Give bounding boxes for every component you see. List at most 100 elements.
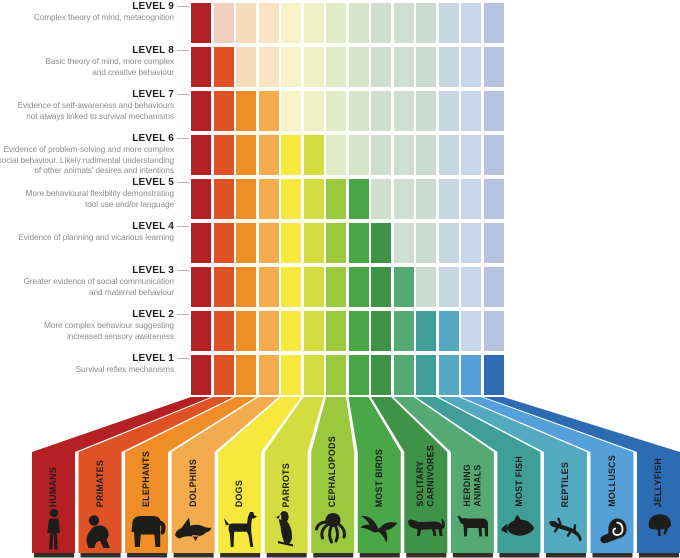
human-icon: [46, 508, 60, 550]
grid-cell: [461, 179, 481, 219]
grid-cell: [281, 179, 301, 219]
grid-cell: [483, 355, 504, 395]
baseline-strip: [266, 553, 307, 558]
level-heading: LEVEL 1: [132, 353, 174, 364]
grid-cell: [483, 311, 504, 351]
flow-band: [348, 397, 401, 553]
animal-label-text: HUMANS: [48, 466, 59, 507]
level-description: More behavioural flexibility demonstrati…: [25, 188, 175, 209]
baseline-strip: [452, 553, 493, 558]
grid-cell: [236, 179, 256, 219]
grid-cell: [326, 3, 346, 43]
grid-cell: [236, 3, 256, 43]
grid-cell: [461, 311, 481, 351]
grid-cell: [191, 355, 211, 395]
grid-cell: [258, 311, 279, 351]
flow-band: [311, 397, 355, 553]
flow-band: [171, 397, 279, 553]
baseline-strip: [313, 553, 354, 558]
grid-cell: [348, 179, 369, 219]
level-description: Basic theory of mind, more complex and c…: [45, 56, 175, 77]
level-heading: LEVEL 4: [132, 221, 174, 232]
grid-cell: [191, 47, 211, 87]
level-label-block: LEVEL 3 Greater evidence of social commun…: [0, 265, 175, 297]
shell-icon: [600, 518, 627, 544]
grid-cell: [371, 311, 391, 351]
grid-cell: [461, 91, 481, 131]
grid-cell: [303, 355, 324, 395]
level-label-block: LEVEL 5 More behavioural flexibility demo…: [0, 177, 175, 209]
jellyfish-icon: [648, 514, 671, 536]
grid-cell: [281, 135, 301, 175]
grid-cell: [213, 223, 234, 263]
grid-cell: [258, 267, 279, 307]
animal-label: JELLYFISH: [637, 400, 680, 507]
grid-cell: [236, 91, 256, 131]
animal-label: REPTILES: [544, 400, 587, 507]
elephant-icon: [125, 506, 168, 552]
bird-icon: [360, 515, 398, 543]
grid-cell: [303, 223, 324, 263]
baseline-strip: [127, 553, 168, 558]
primate-icon: [79, 506, 122, 552]
level-description: Complex theory of mind, metacognition: [33, 12, 174, 22]
animal-label: CEPHALOPODS: [311, 400, 354, 507]
grid-cell: [393, 91, 414, 131]
grid-cell: [371, 355, 391, 395]
level-heading: LEVEL 7: [132, 89, 174, 100]
animal-label: HERDING ANIMALS: [451, 400, 494, 507]
grid-cell: [348, 311, 369, 351]
shell-icon: [590, 506, 633, 552]
level-label-block: LEVEL 1 Survival reflex mechanisms: [0, 353, 174, 375]
grid-cell: [213, 311, 234, 351]
parrot-icon: [275, 511, 294, 547]
grid-cell: [416, 311, 436, 351]
grid-cell: [326, 355, 346, 395]
grid-cell: [191, 3, 211, 43]
grid-cell: [371, 3, 391, 43]
animal-label: ELEPHANTS: [125, 400, 168, 507]
grid-cell: [281, 47, 301, 87]
grid-cell: [483, 91, 504, 131]
grid-cell: [281, 267, 301, 307]
grid-cell: [326, 267, 346, 307]
octopus-icon: [314, 513, 346, 544]
grid-cell: [393, 311, 414, 351]
grid-cell: [416, 91, 436, 131]
grid-cell: [258, 3, 279, 43]
animal-label-text: MOLLUSCS: [606, 455, 617, 507]
grid-cell: [191, 179, 211, 219]
grid-cell: [326, 135, 346, 175]
grid-cell: [191, 91, 211, 131]
dog-icon: [223, 512, 257, 547]
grid-cell: [438, 311, 459, 351]
level-heading: LEVEL 2: [132, 309, 174, 320]
grid-cell: [393, 179, 414, 219]
grid-cell: [461, 3, 481, 43]
grid-cell: [461, 135, 481, 175]
animal-label: HUMANS: [32, 400, 75, 507]
level-connector-dash: [177, 181, 189, 184]
grid-cell: [348, 91, 369, 131]
grid-cell: [258, 91, 279, 131]
level-connector-dash: [177, 313, 189, 316]
animal-label: MOLLUSCS: [590, 400, 633, 507]
animal-label-text: DOLPHINS: [187, 459, 198, 507]
bigcat-icon: [404, 506, 447, 552]
grid-cell: [213, 267, 234, 307]
grid-cell: [371, 135, 391, 175]
grid-cell: [326, 179, 346, 219]
grid-cell: [213, 91, 234, 131]
flow-band: [483, 397, 680, 553]
level-connector-dash: [177, 93, 189, 96]
grid-cell: [393, 223, 414, 263]
fish-icon: [497, 506, 540, 552]
level-heading: LEVEL 5: [132, 177, 174, 188]
grid-cell: [281, 355, 301, 395]
dolphin-icon: [172, 506, 215, 552]
animal-label-text: CEPHALOPODS: [327, 435, 338, 507]
lizard-icon: [544, 506, 587, 552]
dog-icon: [218, 506, 261, 552]
grid-cell: [371, 91, 391, 131]
animal-label: SOLITARY CARNIVORES: [404, 400, 447, 507]
